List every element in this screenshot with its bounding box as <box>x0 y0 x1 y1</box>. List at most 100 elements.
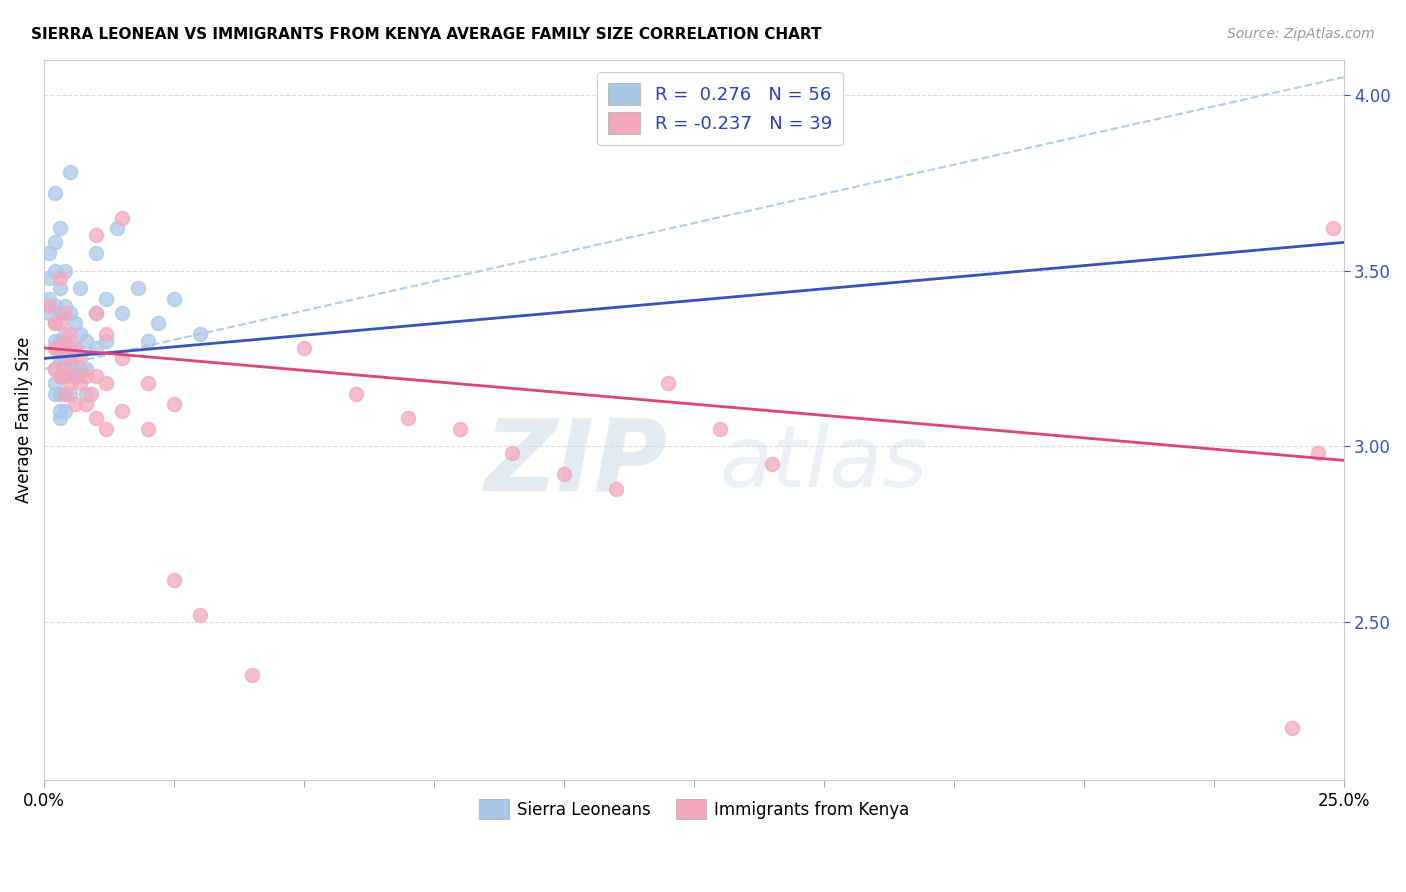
Point <box>65 341 87 355</box>
Point <box>111 351 134 366</box>
Point <box>96 422 118 436</box>
Point <box>48 341 70 355</box>
Point <box>59 386 82 401</box>
Point <box>48 316 70 330</box>
Point <box>84 306 107 320</box>
Point <box>69 351 91 366</box>
Point <box>38 299 60 313</box>
Point <box>48 404 70 418</box>
Point <box>188 326 211 341</box>
Point <box>44 299 66 313</box>
Point <box>111 306 134 320</box>
Point <box>96 376 118 390</box>
Point <box>53 386 76 401</box>
Point <box>59 376 82 390</box>
Point <box>48 221 70 235</box>
Point <box>44 341 66 355</box>
Y-axis label: Average Family Size: Average Family Size <box>15 337 32 503</box>
Point <box>136 376 159 390</box>
Point <box>96 292 118 306</box>
Point <box>65 369 87 384</box>
Point <box>48 411 70 425</box>
Point <box>48 334 70 348</box>
Point <box>84 228 107 243</box>
Point <box>96 334 118 348</box>
Point <box>44 376 66 390</box>
Point <box>75 334 97 348</box>
Point <box>163 292 186 306</box>
Point <box>44 316 66 330</box>
Point <box>38 292 60 306</box>
Point <box>84 306 107 320</box>
Point <box>53 351 76 366</box>
Legend: Sierra Leoneans, Immigrants from Kenya: Sierra Leoneans, Immigrants from Kenya <box>472 792 915 826</box>
Point <box>240 668 263 682</box>
Point <box>38 246 60 260</box>
Point <box>111 211 134 225</box>
Point <box>292 341 315 355</box>
Point <box>48 369 70 384</box>
Point <box>75 397 97 411</box>
Point <box>84 369 107 384</box>
Text: atlas: atlas <box>720 422 928 505</box>
Point <box>65 397 87 411</box>
Point <box>53 362 76 376</box>
Point <box>48 386 70 401</box>
Point <box>38 306 60 320</box>
Point <box>59 362 82 376</box>
Point <box>44 316 66 330</box>
Point <box>84 246 107 260</box>
Point <box>44 362 66 376</box>
Point <box>53 386 76 401</box>
Point <box>53 326 76 341</box>
Point <box>44 386 66 401</box>
Point <box>127 281 149 295</box>
Point <box>48 369 70 384</box>
Point <box>75 386 97 401</box>
Point <box>59 306 82 320</box>
Point <box>48 281 70 295</box>
Point <box>136 334 159 348</box>
Point <box>69 281 91 295</box>
Point <box>65 316 87 330</box>
Point <box>188 608 211 623</box>
Point <box>148 316 170 330</box>
Point <box>80 386 103 401</box>
Text: ZIP: ZIP <box>485 415 668 512</box>
Point <box>59 326 82 341</box>
Point <box>53 334 76 348</box>
Point <box>396 411 419 425</box>
Point <box>709 422 731 436</box>
Point <box>136 422 159 436</box>
Point <box>53 369 76 384</box>
Point <box>605 482 627 496</box>
Point <box>44 334 66 348</box>
Point <box>69 376 91 390</box>
Point <box>65 369 87 384</box>
Point <box>44 263 66 277</box>
Text: SIERRA LEONEAN VS IMMIGRANTS FROM KENYA AVERAGE FAMILY SIZE CORRELATION CHART: SIERRA LEONEAN VS IMMIGRANTS FROM KENYA … <box>31 27 821 42</box>
Point <box>53 404 76 418</box>
Point <box>59 165 82 179</box>
Point <box>449 422 471 436</box>
Point <box>761 457 783 471</box>
Point <box>75 369 97 384</box>
Point <box>111 404 134 418</box>
Point <box>1281 721 1303 735</box>
Point <box>75 362 97 376</box>
Point <box>84 341 107 355</box>
Point <box>1306 446 1329 460</box>
Point <box>1322 221 1344 235</box>
Point <box>53 299 76 313</box>
Point <box>657 376 679 390</box>
Point <box>96 326 118 341</box>
Point <box>44 341 66 355</box>
Point <box>48 351 70 366</box>
Point <box>344 386 367 401</box>
Point <box>44 362 66 376</box>
Point <box>48 306 70 320</box>
Point <box>65 341 87 355</box>
Point <box>44 235 66 250</box>
Point <box>84 411 107 425</box>
Point <box>163 573 186 587</box>
